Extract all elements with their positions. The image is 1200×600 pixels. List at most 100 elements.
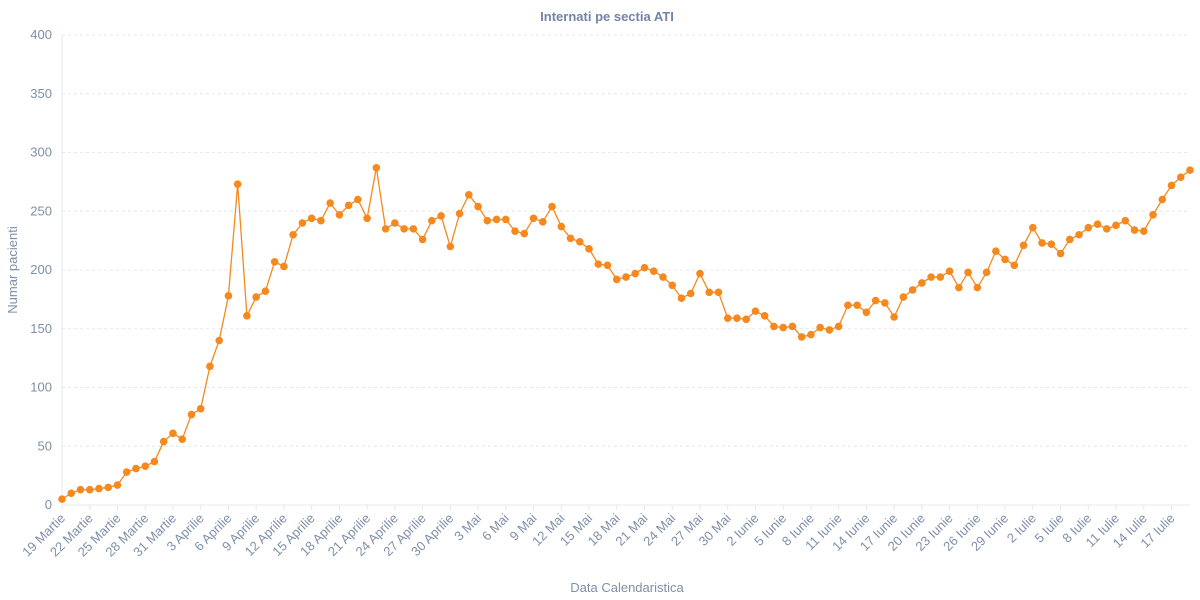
data-point [1019,241,1028,250]
data-point [742,315,750,324]
data-point [132,464,140,473]
data-points [58,163,1194,503]
y-tick-label: 200 [30,262,52,277]
data-point [317,216,325,225]
data-point [807,330,815,339]
data-point [585,245,593,253]
y-tick-label: 100 [30,380,52,395]
data-point [1167,181,1176,190]
data-point [908,286,917,294]
data-point [326,199,334,207]
data-point [85,485,94,494]
data-point [233,180,242,189]
data-point [196,404,205,413]
data-point [150,457,159,466]
data-point [1001,255,1009,264]
data-point [1010,261,1019,270]
data-point [797,333,806,341]
data-point [344,201,353,210]
data-point [243,312,251,320]
data-point [159,437,168,446]
x-tick-label: 6 Mai [479,510,512,543]
data-point [289,230,297,239]
data-point [918,279,926,287]
data-point [538,218,547,226]
data-point [354,195,362,204]
data-point [1038,239,1046,247]
data-point [122,468,131,476]
data-point [760,312,769,320]
data-point [465,191,473,199]
data-point [945,267,954,275]
data-point [76,485,85,494]
data-point [788,322,797,331]
data-point [400,225,408,233]
data-point [141,462,150,471]
x-axis-title: Data Calendaristica [570,580,684,595]
data-point [307,214,316,223]
data-point [1029,223,1037,232]
data-point [622,273,630,281]
data-point [723,314,732,322]
data-point [1139,227,1148,236]
data-point [973,283,982,292]
chart-title: Internati pe sectia ATI [540,9,674,24]
data-point [964,268,972,277]
data-point [1075,230,1083,239]
data-point [363,214,371,223]
data-point [1149,210,1157,219]
data-point [1158,195,1167,204]
data-point [686,289,695,298]
data-point [659,273,667,281]
data-point [474,202,482,211]
data-point [816,323,824,332]
data-point [261,287,270,295]
data-point [1102,225,1111,233]
data-point [677,294,686,303]
data-point [557,222,566,231]
y-tick-label: 50 [38,438,52,453]
data-point [714,288,723,297]
data-point [751,307,760,315]
data-point [853,301,861,310]
data-point [603,261,612,270]
data-point [215,336,223,345]
data-point [428,216,436,225]
data-point [224,292,233,300]
data-point [280,262,288,271]
data-point [169,429,177,438]
data-point [936,273,945,281]
data-point [640,263,649,272]
data-point [705,288,714,297]
x-tick-label: 2 Iulie [1004,511,1039,546]
data-point [1047,240,1056,248]
data-point [252,293,260,301]
data-point [955,283,963,292]
data-point [575,238,584,246]
data-point [890,313,898,321]
data-point [982,268,991,277]
data-point [1186,166,1194,174]
data-point [391,219,399,227]
grid [61,34,1190,506]
data-point [649,267,658,275]
data-point [871,296,880,305]
y-tick-label: 400 [30,27,52,42]
data-point [1121,216,1130,225]
series-line [61,167,1191,500]
x-tick-label: 3 Mai [451,510,484,543]
y-tick-label: 350 [30,86,52,101]
data-point [927,273,935,281]
data-point [992,247,1000,255]
data-point [446,242,455,251]
data-point [1084,223,1093,232]
data-point [418,235,427,244]
data-point [492,215,501,224]
data-point [298,219,307,227]
data-point [520,229,529,238]
data-point [881,299,889,307]
data-point [594,260,603,268]
data-point [862,308,871,317]
data-point [178,435,186,444]
